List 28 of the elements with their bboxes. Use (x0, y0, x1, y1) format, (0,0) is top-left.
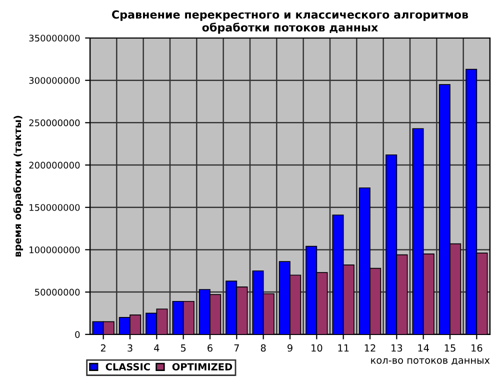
y-tick-label: 100000000 (30, 246, 80, 254)
x-tick-label: 13 (392, 344, 402, 352)
x-tick-label: 16 (472, 344, 482, 352)
y-tick-label: 50000000 (35, 288, 80, 296)
x-tick-label: 15 (444, 344, 456, 352)
y-tick-label: 350000000 (29, 34, 80, 42)
legend-label: CLASSIC (106, 363, 150, 370)
x-tick-label: 2 (100, 344, 106, 352)
x-tick-label: 14 (418, 344, 429, 352)
legend-label: OPTIMIZED (172, 363, 232, 370)
y-tick-label: 250000000 (29, 119, 80, 126)
x-tick-label: 12 (364, 344, 376, 352)
x-tick-label: 3 (128, 344, 132, 352)
x-tick-label: 9 (288, 344, 292, 352)
y-axis-title: время обработки (такты) (13, 116, 24, 257)
x-tick-label: 6 (208, 344, 212, 352)
x-tick-label: 4 (154, 344, 160, 352)
x-tick-label: 11 (338, 344, 349, 352)
x-tick-label: 10 (312, 344, 322, 352)
y-tick-label: 150000000 (30, 204, 80, 211)
chart-title: Сравнение перекрестного и классического алгоритмов обработки потоков данных (112, 10, 468, 34)
x-tick-label: 7 (234, 344, 239, 352)
x-axis-title: кол-во потоков данных (371, 358, 490, 366)
y-tick-label: 0 (75, 331, 80, 338)
x-tick-label: 8 (260, 344, 266, 352)
y-tick-label: 300000000 (29, 77, 80, 84)
y-tick-label: 200000000 (29, 162, 80, 169)
x-tick-label: 5 (180, 344, 186, 352)
